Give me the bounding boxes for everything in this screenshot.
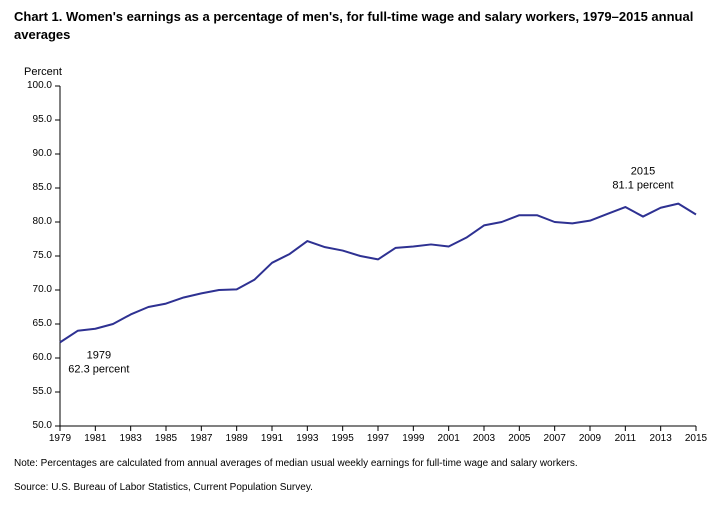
y-tick-label: 50.0	[33, 420, 52, 431]
y-tick-label: 65.0	[33, 318, 52, 329]
x-tick-label: 2011	[615, 433, 637, 444]
x-tick-label: 1991	[261, 433, 283, 444]
y-axis-title: Percent	[24, 66, 62, 78]
chart-source: Source: U.S. Bureau of Labor Statistics,…	[14, 482, 313, 493]
y-tick-label: 85.0	[33, 182, 52, 193]
x-tick-label: 1987	[190, 433, 212, 444]
chart-title: Chart 1. Women's earnings as a percentag…	[14, 8, 700, 43]
chart-note: Note: Percentages are calculated from an…	[14, 458, 578, 469]
x-tick-label: 1979	[49, 433, 71, 444]
x-tick-label: 2007	[544, 433, 566, 444]
y-tick-label: 55.0	[33, 386, 52, 397]
x-tick-label: 1985	[155, 433, 177, 444]
x-tick-label: 1989	[226, 433, 248, 444]
y-tick-label: 90.0	[33, 148, 52, 159]
x-tick-label: 1997	[367, 433, 389, 444]
y-tick-label: 95.0	[33, 114, 52, 125]
x-tick-label: 2015	[685, 433, 707, 444]
chart-plot-area	[60, 86, 696, 426]
y-tick-label: 100.0	[27, 80, 52, 91]
x-tick-label: 2009	[579, 433, 601, 444]
x-tick-label: 1995	[332, 433, 354, 444]
y-tick-label: 70.0	[33, 284, 52, 295]
x-tick-label: 2005	[508, 433, 530, 444]
y-tick-label: 60.0	[33, 352, 52, 363]
x-tick-label: 2003	[473, 433, 495, 444]
y-tick-label: 80.0	[33, 216, 52, 227]
x-tick-label: 1983	[120, 433, 142, 444]
x-tick-label: 2013	[650, 433, 672, 444]
chart-svg	[60, 86, 696, 426]
x-tick-label: 2001	[438, 433, 460, 444]
y-tick-label: 75.0	[33, 250, 52, 261]
chart-page: Chart 1. Women's earnings as a percentag…	[0, 0, 720, 521]
chart-annotation: 201581.1 percent	[612, 165, 673, 193]
x-tick-label: 1993	[296, 433, 318, 444]
x-tick-label: 1981	[84, 433, 106, 444]
chart-annotation: 197962.3 percent	[68, 349, 129, 377]
x-tick-label: 1999	[402, 433, 424, 444]
